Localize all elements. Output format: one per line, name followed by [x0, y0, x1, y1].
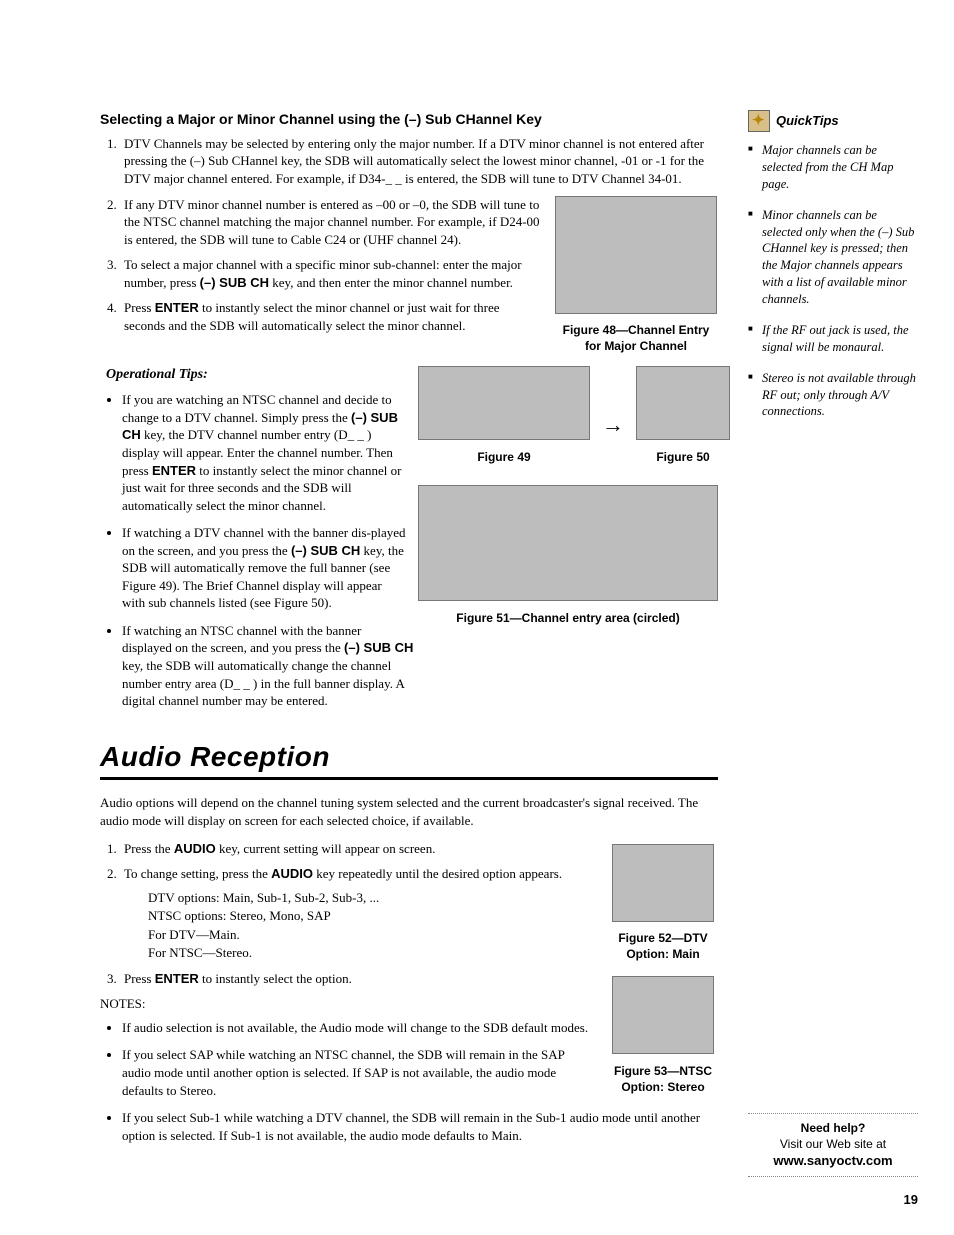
- figure-50-caption: Figure 50: [636, 449, 730, 465]
- quicktip-item: Minor channels can be selected only when…: [748, 207, 918, 308]
- quicktip-item: If the RF out jack is used, the signal w…: [748, 322, 918, 356]
- list-item: DTV Channels may be selected by entering…: [120, 135, 718, 188]
- section-rule: [100, 777, 718, 780]
- figure-53-caption: Figure 53—NTSC Option: Stereo: [608, 1063, 718, 1095]
- quicktip-item: Major channels can be selected from the …: [748, 142, 918, 193]
- arrow-icon: →: [602, 392, 624, 440]
- list-item: If watching a DTV channel with the banne…: [122, 524, 420, 612]
- main-content: Selecting a Major or Minor Channel using…: [100, 110, 718, 1154]
- quicktip-item: Stereo is not available through RF out; …: [748, 370, 918, 421]
- figure-52: Figure 52—DTV Option: Main Figure 53—NTS…: [608, 844, 718, 1096]
- audio-intro: Audio options will depend on the channel…: [100, 794, 718, 829]
- figure-49: Figure 49: [418, 366, 590, 465]
- figure-49-image: [418, 366, 590, 440]
- figures-49-50-51: Figure 49 → Figure 50 Figure 51—Channel …: [418, 366, 718, 625]
- figure-50-image: [636, 366, 730, 440]
- figure-51: Figure 51—Channel entry area (circled): [418, 485, 718, 626]
- figure-53-image: [612, 976, 714, 1054]
- quicktips-sidebar: QuickTips Major channels can be selected…: [748, 110, 918, 434]
- figure-51-caption: Figure 51—Channel entry area (circled): [418, 610, 718, 626]
- audio-reception-title: Audio Reception: [100, 738, 718, 776]
- visit-label: Visit our Web site at: [748, 1136, 918, 1152]
- figure-52-caption: Figure 52—DTV Option: Main: [608, 930, 718, 962]
- figure-50: Figure 50: [636, 366, 730, 465]
- need-help-label: Need help?: [748, 1120, 918, 1136]
- list-item: If watching an NTSC channel with the ban…: [122, 622, 420, 710]
- figure-49-caption: Figure 49: [418, 449, 590, 465]
- page-number: 19: [904, 1191, 918, 1209]
- figure-48: Figure 48—Channel Entry for Major Channe…: [554, 196, 718, 355]
- help-box: Need help? Visit our Web site at www.san…: [748, 1113, 918, 1177]
- list-item: If you select Sub-1 while watching a DTV…: [122, 1109, 722, 1144]
- quicktips-label: QuickTips: [776, 112, 839, 130]
- website-url: www.sanyoctv.com: [748, 1152, 918, 1170]
- section-heading: Selecting a Major or Minor Channel using…: [100, 110, 718, 129]
- figure-48-image: [555, 196, 717, 314]
- list-item: If you are watching an NTSC channel and …: [122, 391, 420, 514]
- figure-48-caption: Figure 48—Channel Entry for Major Channe…: [554, 322, 718, 354]
- figure-51-image: [418, 485, 718, 601]
- quicktips-header: QuickTips: [748, 110, 918, 132]
- operational-tips-heading: Operational Tips:: [106, 366, 420, 385]
- figure-52-image: [612, 844, 714, 922]
- quicktips-icon: [748, 110, 770, 132]
